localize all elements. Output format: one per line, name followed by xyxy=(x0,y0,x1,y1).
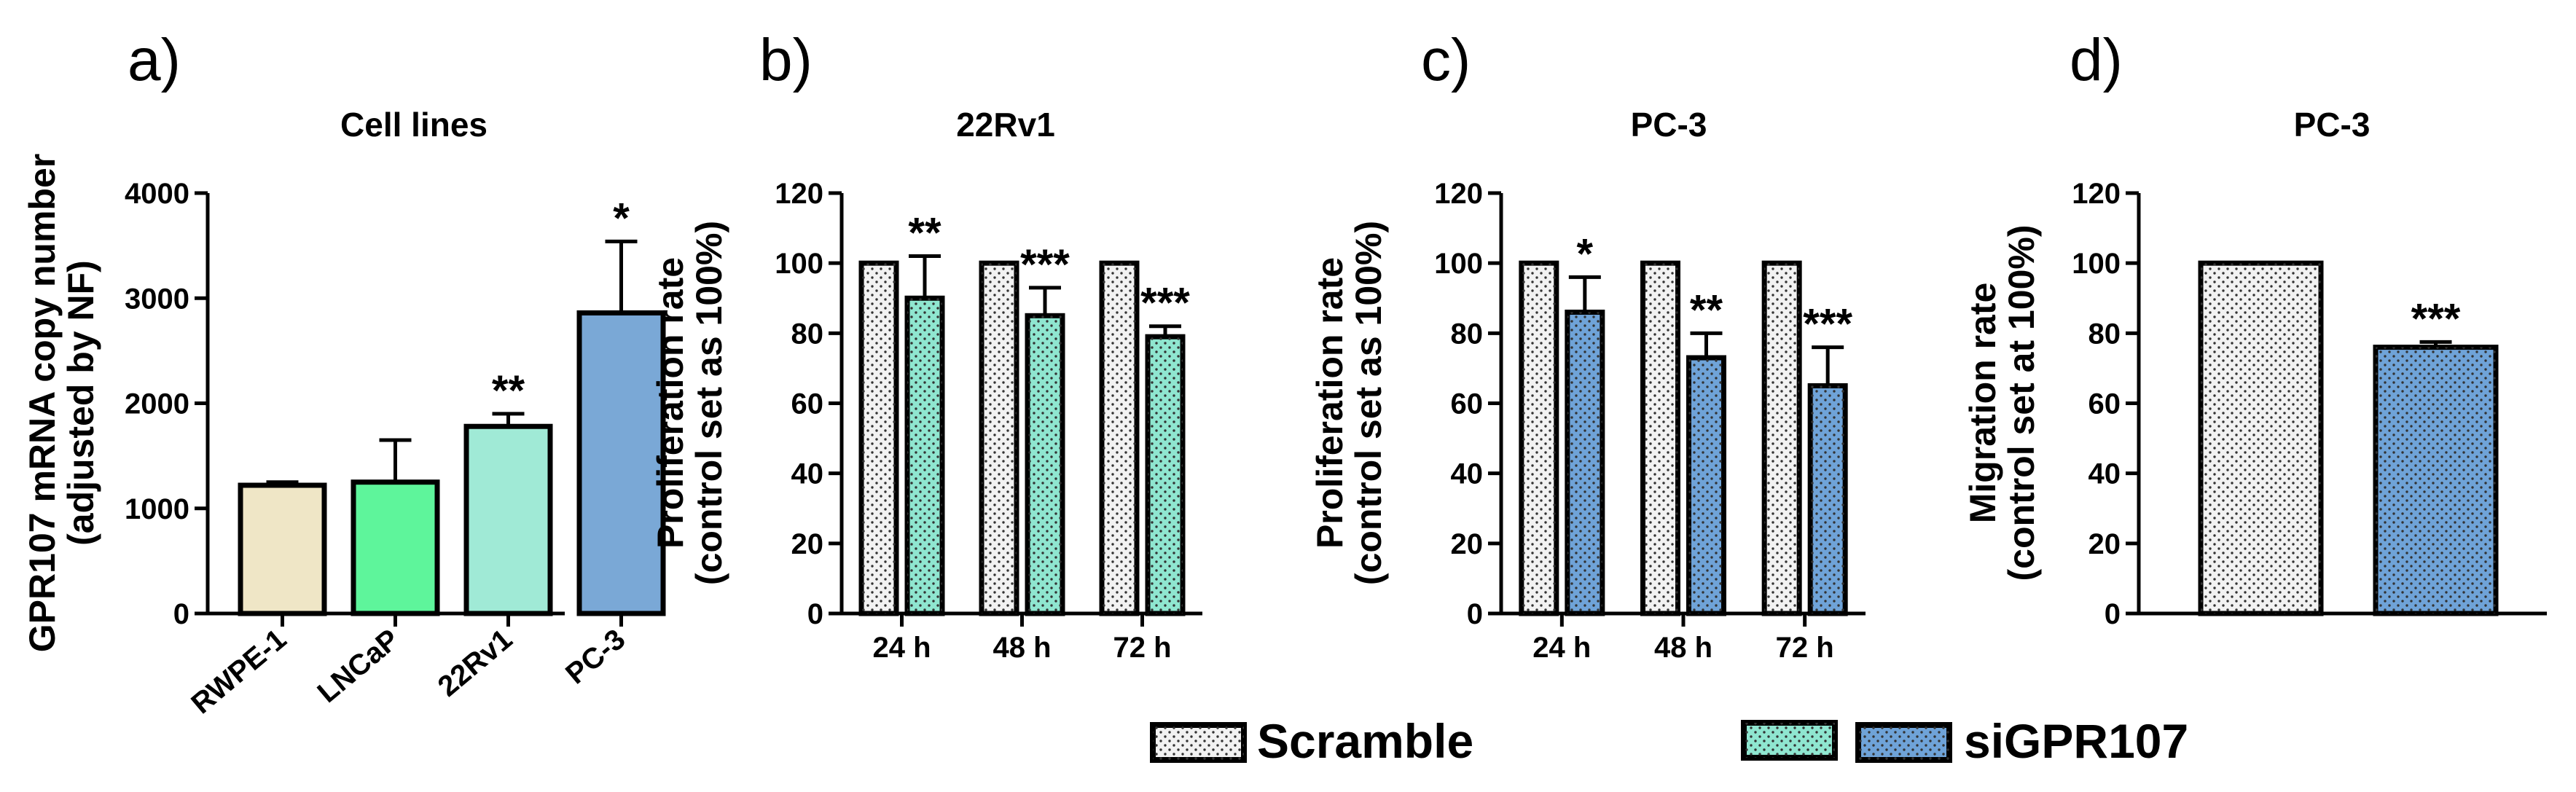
y-tick-label: 2000 xyxy=(125,388,189,420)
y-axis-label: Proliferation rate xyxy=(650,257,691,549)
x-tick-label: RWPE-1 xyxy=(185,623,292,720)
y-axis-label: (control set as 100%) xyxy=(1348,221,1389,585)
x-tick-label: LNCaP xyxy=(312,623,406,709)
y-tick-label: 80 xyxy=(791,318,824,350)
y-tick-label: 80 xyxy=(1451,318,1484,350)
y-axis-label: (adjusted by NF) xyxy=(60,260,101,546)
y-tick-label: 120 xyxy=(2072,178,2121,210)
legend-swatch-pattern xyxy=(1858,725,1949,760)
y-tick-label: 120 xyxy=(775,178,823,210)
x-tick-label: 24 h xyxy=(1532,632,1591,664)
bar-pattern xyxy=(1567,312,1602,613)
y-tick-label: 0 xyxy=(2105,598,2121,630)
x-tick-label: PC-3 xyxy=(560,623,631,690)
y-tick-label: 20 xyxy=(1451,528,1484,560)
bar xyxy=(238,482,327,616)
legend-swatch-pattern xyxy=(1744,723,1835,758)
bar-pattern xyxy=(1102,263,1137,613)
bar-pattern xyxy=(1643,263,1678,613)
y-tick-label: 0 xyxy=(807,598,823,630)
chart-panel-3: c) PC-3 Proliferation rate(control set as … xyxy=(1309,27,1866,664)
chart-title: PC-3 xyxy=(2294,106,2371,144)
y-tick-label: 3000 xyxy=(125,283,189,315)
significance-marker: *** xyxy=(1803,301,1852,348)
significance-marker: * xyxy=(613,195,630,242)
bar xyxy=(351,479,440,616)
y-tick-label: 80 xyxy=(2088,318,2121,350)
y-tick-label: 100 xyxy=(2072,248,2121,280)
significance-marker: * xyxy=(1577,230,1594,278)
y-tick-label: 20 xyxy=(791,528,824,560)
y-axis-label: (control set as 100%) xyxy=(689,221,729,585)
y-axis-label: Migration rate xyxy=(1962,283,2003,524)
significance-marker: ** xyxy=(492,367,525,415)
panel-label: d) xyxy=(2070,27,2123,93)
legend: Scramble siGPR107 xyxy=(1150,714,2188,768)
legend-label: Scramble xyxy=(1257,714,1473,768)
y-axis-label: GPR107 mRNA copy number xyxy=(22,154,63,652)
legend-swatch-pattern xyxy=(1153,725,1244,760)
bar-pattern xyxy=(1688,357,1724,613)
x-tick-label: 72 h xyxy=(1776,632,1834,664)
panel-label: a) xyxy=(128,27,181,93)
chart-panel-4: d) PC-3 Migration rate(control set at 100%… xyxy=(1962,27,2547,630)
x-tick-label: 22Rv1 xyxy=(432,623,519,702)
bar-pattern xyxy=(2201,263,2321,613)
chart-title: Cell lines xyxy=(340,106,488,144)
x-tick-label: 24 h xyxy=(872,632,931,664)
y-tick-label: 100 xyxy=(775,248,823,280)
bar-pattern xyxy=(982,263,1017,613)
y-tick-label: 40 xyxy=(1451,458,1484,490)
significance-marker: *** xyxy=(1140,280,1190,327)
panel-label: c) xyxy=(1421,27,1471,93)
y-axis-label: Proliferation rate xyxy=(1309,257,1350,549)
significance-marker: ** xyxy=(908,210,941,257)
y-tick-label: 120 xyxy=(1434,178,1483,210)
significance-marker: ** xyxy=(1690,286,1723,334)
chart-panel-1: a) Cell lines GPR107 mRNA copy number(adju… xyxy=(22,27,666,720)
y-tick-label: 40 xyxy=(791,458,824,490)
x-tick-label: 48 h xyxy=(1654,632,1712,664)
y-tick-label: 60 xyxy=(2088,388,2121,420)
y-tick-label: 0 xyxy=(1467,598,1483,630)
y-axis-label: (control set at 100%) xyxy=(2001,224,2042,581)
chart-title: PC-3 xyxy=(1631,106,1707,144)
bar-pattern xyxy=(1810,385,1846,613)
y-tick-label: 60 xyxy=(791,388,824,420)
y-tick-label: 60 xyxy=(1451,388,1484,420)
legend-label: siGPR107 xyxy=(1964,714,2188,768)
bar-pattern xyxy=(1521,263,1557,613)
y-tick-label: 100 xyxy=(1434,248,1483,280)
chart-panel-2: b) 22Rv1 Proliferation rate(control set as… xyxy=(650,27,1202,664)
bar-pattern xyxy=(2376,347,2496,613)
chart-title: 22Rv1 xyxy=(956,106,1055,144)
bar-pattern xyxy=(861,263,896,613)
y-tick-label: 40 xyxy=(2088,458,2121,490)
significance-marker: *** xyxy=(1020,241,1070,289)
bar-pattern xyxy=(1148,337,1183,613)
bar-pattern xyxy=(1764,263,1800,613)
y-tick-label: 0 xyxy=(173,598,189,630)
panel-label: b) xyxy=(759,27,813,93)
y-tick-label: 4000 xyxy=(125,178,189,210)
y-tick-label: 20 xyxy=(2088,528,2121,560)
bar-pattern xyxy=(907,298,942,613)
significance-marker: *** xyxy=(2411,295,2461,342)
x-tick-label: 72 h xyxy=(1113,632,1171,664)
bar-pattern xyxy=(1027,315,1062,613)
bar xyxy=(463,423,553,616)
y-tick-label: 1000 xyxy=(125,493,189,525)
x-tick-label: 48 h xyxy=(993,632,1051,664)
